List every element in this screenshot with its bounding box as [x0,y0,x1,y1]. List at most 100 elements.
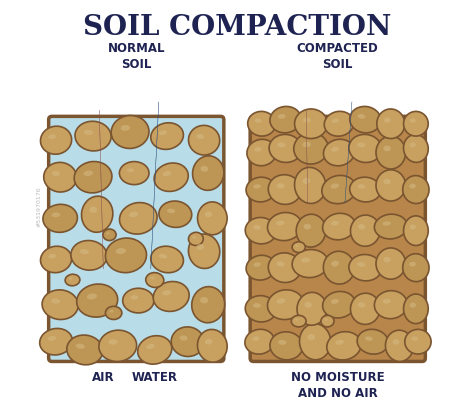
Ellipse shape [297,293,327,325]
Ellipse shape [196,135,204,140]
Ellipse shape [384,118,391,123]
Ellipse shape [268,175,301,205]
Ellipse shape [292,316,306,327]
Ellipse shape [245,218,276,244]
Ellipse shape [270,332,303,360]
Ellipse shape [167,209,175,214]
Ellipse shape [323,214,356,240]
Ellipse shape [324,112,354,137]
Ellipse shape [277,143,285,148]
Ellipse shape [335,340,344,345]
Ellipse shape [163,172,171,177]
Ellipse shape [151,247,183,273]
Ellipse shape [129,212,138,218]
Ellipse shape [358,225,365,230]
Ellipse shape [302,178,310,185]
Ellipse shape [198,330,227,362]
Ellipse shape [324,319,328,321]
Ellipse shape [253,304,261,308]
Ellipse shape [189,126,220,156]
Ellipse shape [403,216,428,246]
Ellipse shape [410,143,416,148]
Ellipse shape [383,257,391,263]
Ellipse shape [357,262,365,267]
Ellipse shape [410,225,416,230]
Ellipse shape [154,164,188,192]
Ellipse shape [267,290,303,320]
Ellipse shape [254,263,261,267]
Ellipse shape [254,185,261,189]
Ellipse shape [323,252,355,285]
Text: NO MOISTURE
AND NO AIR: NO MOISTURE AND NO AIR [291,370,384,399]
Ellipse shape [127,169,134,173]
Text: WATER: WATER [132,370,178,384]
Ellipse shape [121,126,130,131]
Ellipse shape [302,142,311,148]
Ellipse shape [180,336,188,341]
Ellipse shape [52,213,60,218]
Ellipse shape [358,302,365,308]
Ellipse shape [403,254,429,282]
Ellipse shape [331,147,339,152]
Ellipse shape [350,294,380,325]
Ellipse shape [48,254,56,259]
Ellipse shape [67,335,103,365]
Ellipse shape [198,202,227,235]
Ellipse shape [171,327,204,357]
Ellipse shape [52,171,60,177]
Ellipse shape [255,119,262,123]
Ellipse shape [247,140,276,166]
Ellipse shape [383,299,391,304]
Ellipse shape [196,244,204,250]
Ellipse shape [365,337,373,341]
Ellipse shape [267,213,302,241]
Ellipse shape [331,261,339,267]
Ellipse shape [43,205,77,233]
Ellipse shape [90,207,97,214]
Ellipse shape [83,171,93,177]
Ellipse shape [410,184,416,189]
Ellipse shape [276,184,285,189]
Ellipse shape [301,258,310,263]
Ellipse shape [189,235,220,269]
Ellipse shape [295,245,299,247]
Ellipse shape [150,277,155,280]
Ellipse shape [159,202,192,228]
Ellipse shape [82,197,113,233]
Ellipse shape [80,249,89,255]
Ellipse shape [248,112,276,137]
Ellipse shape [116,248,126,254]
Ellipse shape [294,168,326,204]
Ellipse shape [87,294,97,300]
Ellipse shape [349,135,382,163]
Ellipse shape [103,230,116,241]
Ellipse shape [162,290,171,296]
Ellipse shape [323,140,355,166]
Ellipse shape [331,221,339,226]
Ellipse shape [153,282,189,312]
Ellipse shape [108,339,118,345]
FancyBboxPatch shape [49,117,224,361]
Ellipse shape [376,248,406,280]
Ellipse shape [192,157,224,191]
Ellipse shape [303,118,311,123]
Ellipse shape [331,299,339,304]
Ellipse shape [159,131,167,136]
Ellipse shape [109,311,114,313]
Ellipse shape [350,178,381,202]
Ellipse shape [357,115,365,119]
Ellipse shape [374,291,407,319]
Ellipse shape [357,143,365,148]
Ellipse shape [278,340,286,345]
Ellipse shape [323,292,356,318]
Ellipse shape [376,171,406,202]
Ellipse shape [146,344,155,349]
Ellipse shape [269,135,302,163]
Ellipse shape [296,215,326,247]
Ellipse shape [40,127,72,155]
Ellipse shape [48,336,56,341]
Ellipse shape [410,262,416,267]
Ellipse shape [403,176,429,204]
Ellipse shape [255,147,262,152]
Ellipse shape [410,303,416,308]
